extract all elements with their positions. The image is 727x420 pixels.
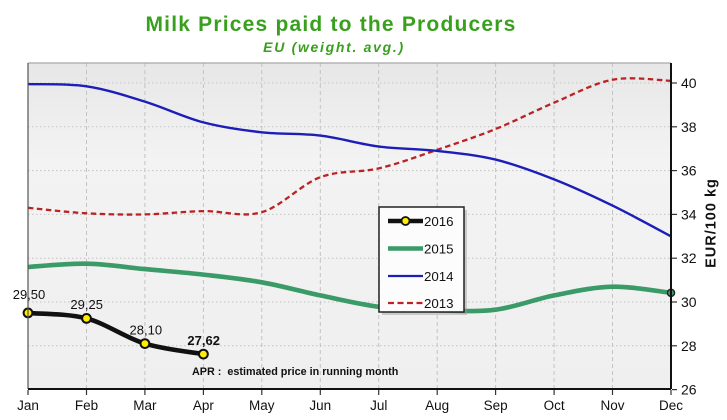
- svg-text:29,25: 29,25: [70, 297, 103, 312]
- svg-text:30: 30: [681, 294, 697, 310]
- svg-text:28: 28: [681, 338, 697, 354]
- svg-text:Nov: Nov: [600, 398, 624, 413]
- svg-text:Jan: Jan: [17, 398, 39, 413]
- svg-text:Oct: Oct: [544, 398, 565, 413]
- svg-text:26: 26: [681, 382, 697, 398]
- svg-text:Apr: Apr: [193, 398, 215, 413]
- svg-text:Mar: Mar: [133, 398, 157, 413]
- svg-text:2014: 2014: [424, 269, 454, 284]
- svg-text:38: 38: [681, 119, 697, 135]
- svg-text:EU (weight. avg.): EU (weight. avg.): [263, 39, 405, 55]
- svg-text:34: 34: [681, 206, 697, 222]
- svg-text:2015: 2015: [424, 242, 454, 257]
- svg-text:2013: 2013: [424, 296, 454, 311]
- svg-text:Milk Prices paid to the Produc: Milk Prices paid to the Producers: [145, 13, 516, 36]
- svg-text:40: 40: [681, 75, 697, 91]
- svg-text:2016: 2016: [424, 214, 454, 229]
- svg-text:APR : estimated price in runn: APR : estimated price in running month: [192, 366, 398, 378]
- svg-text:36: 36: [681, 163, 697, 179]
- svg-text:Sep: Sep: [484, 398, 508, 413]
- svg-text:Aug: Aug: [425, 398, 449, 413]
- svg-text:May: May: [249, 398, 275, 413]
- svg-text:32: 32: [681, 250, 697, 266]
- svg-text:27,62: 27,62: [187, 333, 220, 348]
- svg-text:Dec: Dec: [659, 398, 683, 413]
- svg-text:Jul: Jul: [370, 398, 387, 413]
- svg-text:29,50: 29,50: [13, 287, 46, 302]
- svg-text:28,10: 28,10: [130, 323, 163, 338]
- svg-text:Jun: Jun: [309, 398, 331, 413]
- svg-text:Feb: Feb: [75, 398, 98, 413]
- svg-text:EUR/100 kg: EUR/100 kg: [704, 178, 720, 268]
